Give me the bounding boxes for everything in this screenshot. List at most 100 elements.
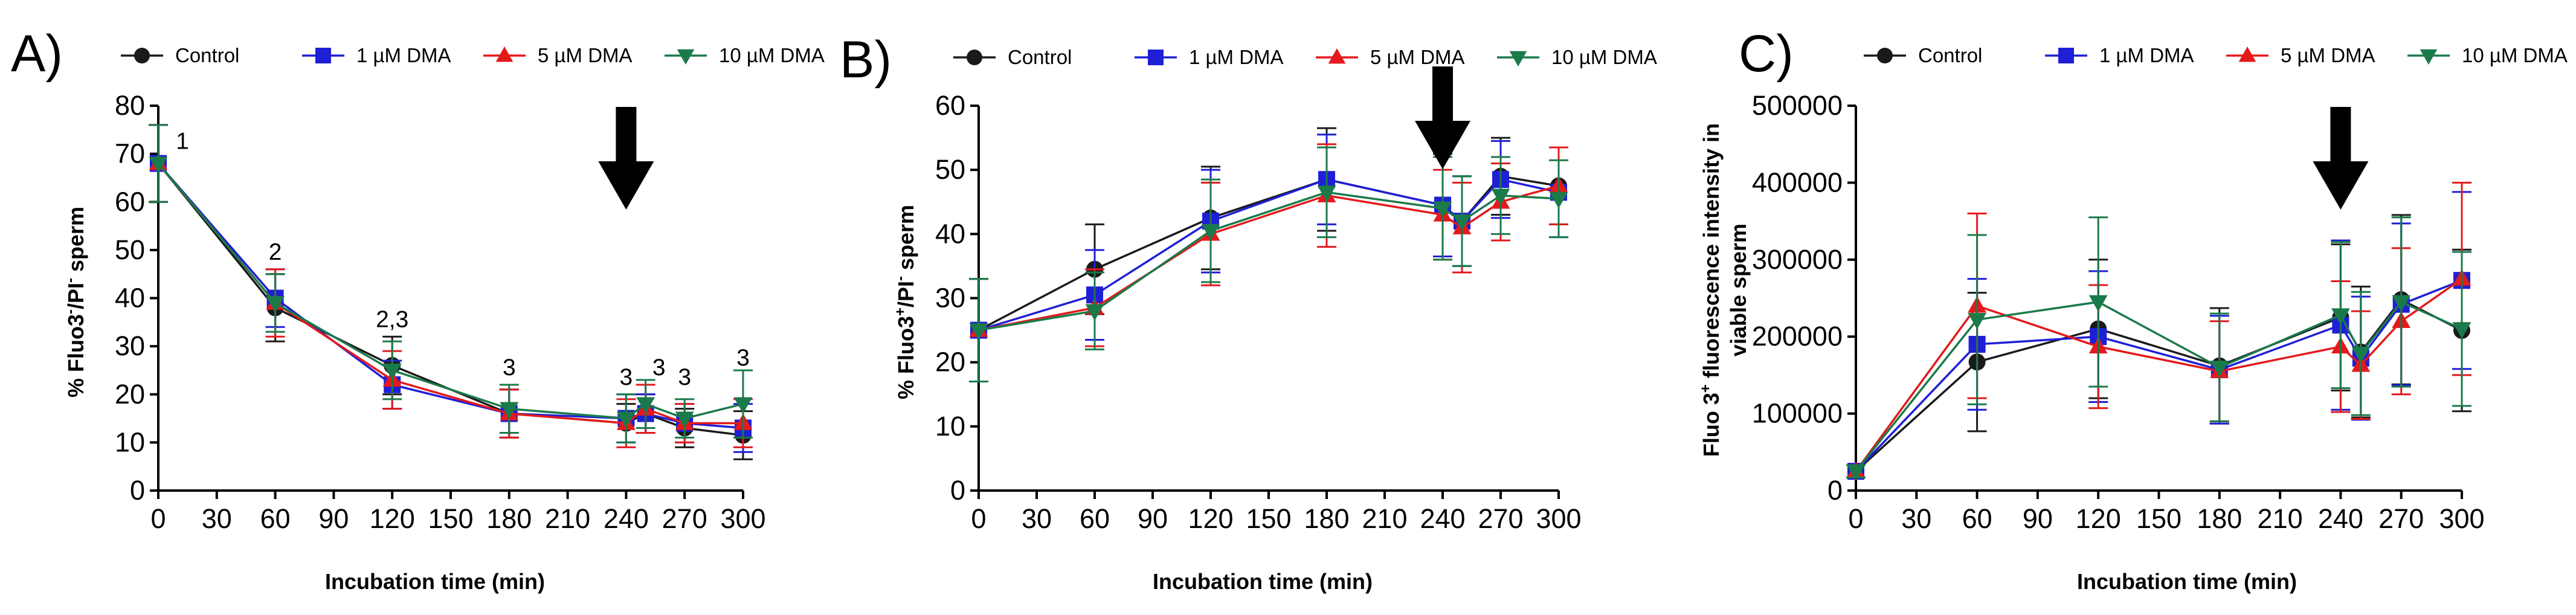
panel-b-xtick-label: 270 [1478,503,1523,534]
panel-a-annotation: 2,3 [376,306,408,332]
panel-a-legend-label-10-um-dma: 10 µM DMA [719,44,825,66]
panel-c-ytick-label: 0 [1827,475,1843,506]
panel-a-xtick-label: 60 [260,503,291,534]
panel-a-point-10-um-dma [382,363,402,381]
panel-a-xtick-label: 0 [150,503,166,534]
panel-b-point-10-um-dma [1549,192,1568,209]
panel-c-point-10-um-dma [2331,308,2350,325]
panel-c-letter: C) [1739,25,1794,83]
panel-b-line-10-um-dma [978,191,1559,332]
panel-b-series-control [969,127,1568,383]
panel-c-ytick-label: 200000 [1752,321,1843,352]
panel-b-xtick-label: 240 [1420,503,1465,534]
panel-a-legend-label-1-um-dma: 1 µM DMA [356,44,451,66]
panel-c-xtick-label: 240 [2318,503,2363,534]
panel-a-annotation: 3 [652,355,666,381]
panel-a-line-control [157,163,744,437]
panel-c-legend-marker-1-um-dma [2058,48,2074,63]
panel-a-ytick-label: 20 [115,379,145,410]
panel-c-line-1-um-dma [1855,279,2462,472]
panel-b-point-10-um-dma [1452,214,1472,231]
panel-b-xtick-label: 90 [1138,503,1168,534]
panel-a-xtick-label: 120 [370,503,415,534]
panel-a-legend-marker-1-um-dma [315,48,331,63]
panel-c-ylabel-line1: Fluo 3+ fluorescence intensity in [1698,123,1724,457]
panel-c-ylabel-line2: viable sperm [1726,224,1751,356]
panel-b-arrow-marker [1415,66,1470,169]
panel-a-point-10-um-dma [149,156,168,173]
panel-a-xtick-label: 210 [545,503,590,534]
panel-a-legend-label-5-um-dma: 5 µM DMA [538,44,633,66]
panel-c-xtick-label: 120 [2076,503,2121,534]
panel-a-line-5-um-dma [157,163,743,425]
panel-a-arrow-marker [598,107,654,210]
panel-c-legend-label-10-um-dma: 10 µM DMA [2462,44,2568,66]
panel-a-series-1-um-dma [149,124,753,453]
panel-c-point-10-um-dma [2210,360,2229,378]
panel-b-point-10-um-dma [1491,188,1510,205]
panel-b-line-5-um-dma [978,185,1559,332]
panel-c-point-10-um-dma [1846,464,1866,481]
panel-c-xtick-label: 180 [2197,503,2242,534]
panel-b-legend-label-control: Control [1008,46,1072,68]
panel-c-ytick-label: 400000 [1752,167,1843,198]
panel-a-point-10-um-dma [500,402,519,419]
panel-c-xtick-label: 0 [1848,503,1863,534]
panel-c-ytick-label: 100000 [1752,398,1843,429]
panel-c-xtick-label: 210 [2258,503,2303,534]
panel-a: A) % Fluo3-/PI- sperm Incubation time (m… [11,25,825,594]
panel-a-xtick-label: 240 [604,503,649,534]
panel-b-ylabel: % Fluo3+/PI- sperm [892,205,918,399]
panel-b-point-10-um-dma [1317,185,1336,202]
panel-c-xtick-label: 300 [2439,503,2484,534]
panel-b-ytick-label: 60 [935,90,965,121]
panel-c-line-5-um-dma [1855,278,2463,472]
panel-a-xtick-label: 270 [662,503,707,534]
panel-a-xtick-label: 180 [486,503,532,534]
panel-b-legend-marker-10-um-dma [1509,51,1527,66]
panel-b-xtick-label: 210 [1362,503,1407,534]
panel-c-legend-label-1-um-dma: 1 µM DMA [2099,44,2194,66]
panel-a-ytick-label: 0 [130,475,145,506]
panel-c-legend-label-5-um-dma: 5 µM DMA [2281,44,2375,66]
panel-a-xtick-label: 90 [318,503,349,534]
panel-a-letter: A) [11,25,63,83]
panel-a-legend-marker-5-um-dma [495,47,514,62]
panel-b-xtick-label: 150 [1246,503,1291,534]
panel-a-annotation: 1 [176,129,189,155]
panel-b-xtick-label: 0 [971,503,986,534]
panel-b-xtick-label: 120 [1188,503,1233,534]
panel-b-ytick-label: 50 [935,154,965,185]
panel-b-ytick-label: 20 [935,347,965,378]
panel-c-plot: 0 100000 200000 300000 400000 500000 0 30 60 90 12… [1752,44,2568,534]
panel-c-legend-marker-5-um-dma [2238,47,2256,62]
panel-a-line-1-um-dma [157,163,744,430]
panel-b-legend-marker-control [967,50,982,65]
panel-a-ytick-label: 50 [115,234,145,265]
panel-a-ytick-label: 30 [115,330,145,361]
panel-b-ytick-label: 0 [950,475,965,506]
panel-a-ytick-label: 70 [115,138,145,169]
panel-a-ytick-label: 40 [115,283,145,314]
panel-a-xlabel: Incubation time (min) [325,569,545,594]
panel-b-letter: B) [840,31,892,89]
panel-b-point-10-um-dma [1201,224,1220,241]
panel-b-ytick-label: 30 [935,283,965,314]
panel-a-xtick-label: 150 [428,503,473,534]
panel-c-legend-label-control: Control [1918,44,1982,66]
panel-c-point-10-um-dma [2351,347,2371,364]
panel-c-xtick-label: 60 [1962,503,1992,534]
panel-a-ytick-label: 80 [115,90,145,121]
panel-a-point-10-um-dma [733,397,753,414]
panel-c-legend-marker-control [1877,48,1893,63]
panel-a-legend-marker-control [134,48,150,63]
panel-c-arrow-marker [2313,107,2369,210]
panel-a-xtick-label: 300 [720,503,765,534]
panel-b-point-10-um-dma [1433,201,1452,218]
panel-c: C) Fluo 3+ fluorescence intensity in via… [1698,25,2568,594]
panel-c-xtick-label: 30 [1901,503,1931,534]
panel-b-ytick-label: 10 [935,411,965,442]
panel-a-xtick-label: 30 [202,503,232,534]
panel-a-plot: 0 10 20 30 40 50 60 70 80 0 30 60 90 120 150 180 210 240 2… [115,44,825,534]
